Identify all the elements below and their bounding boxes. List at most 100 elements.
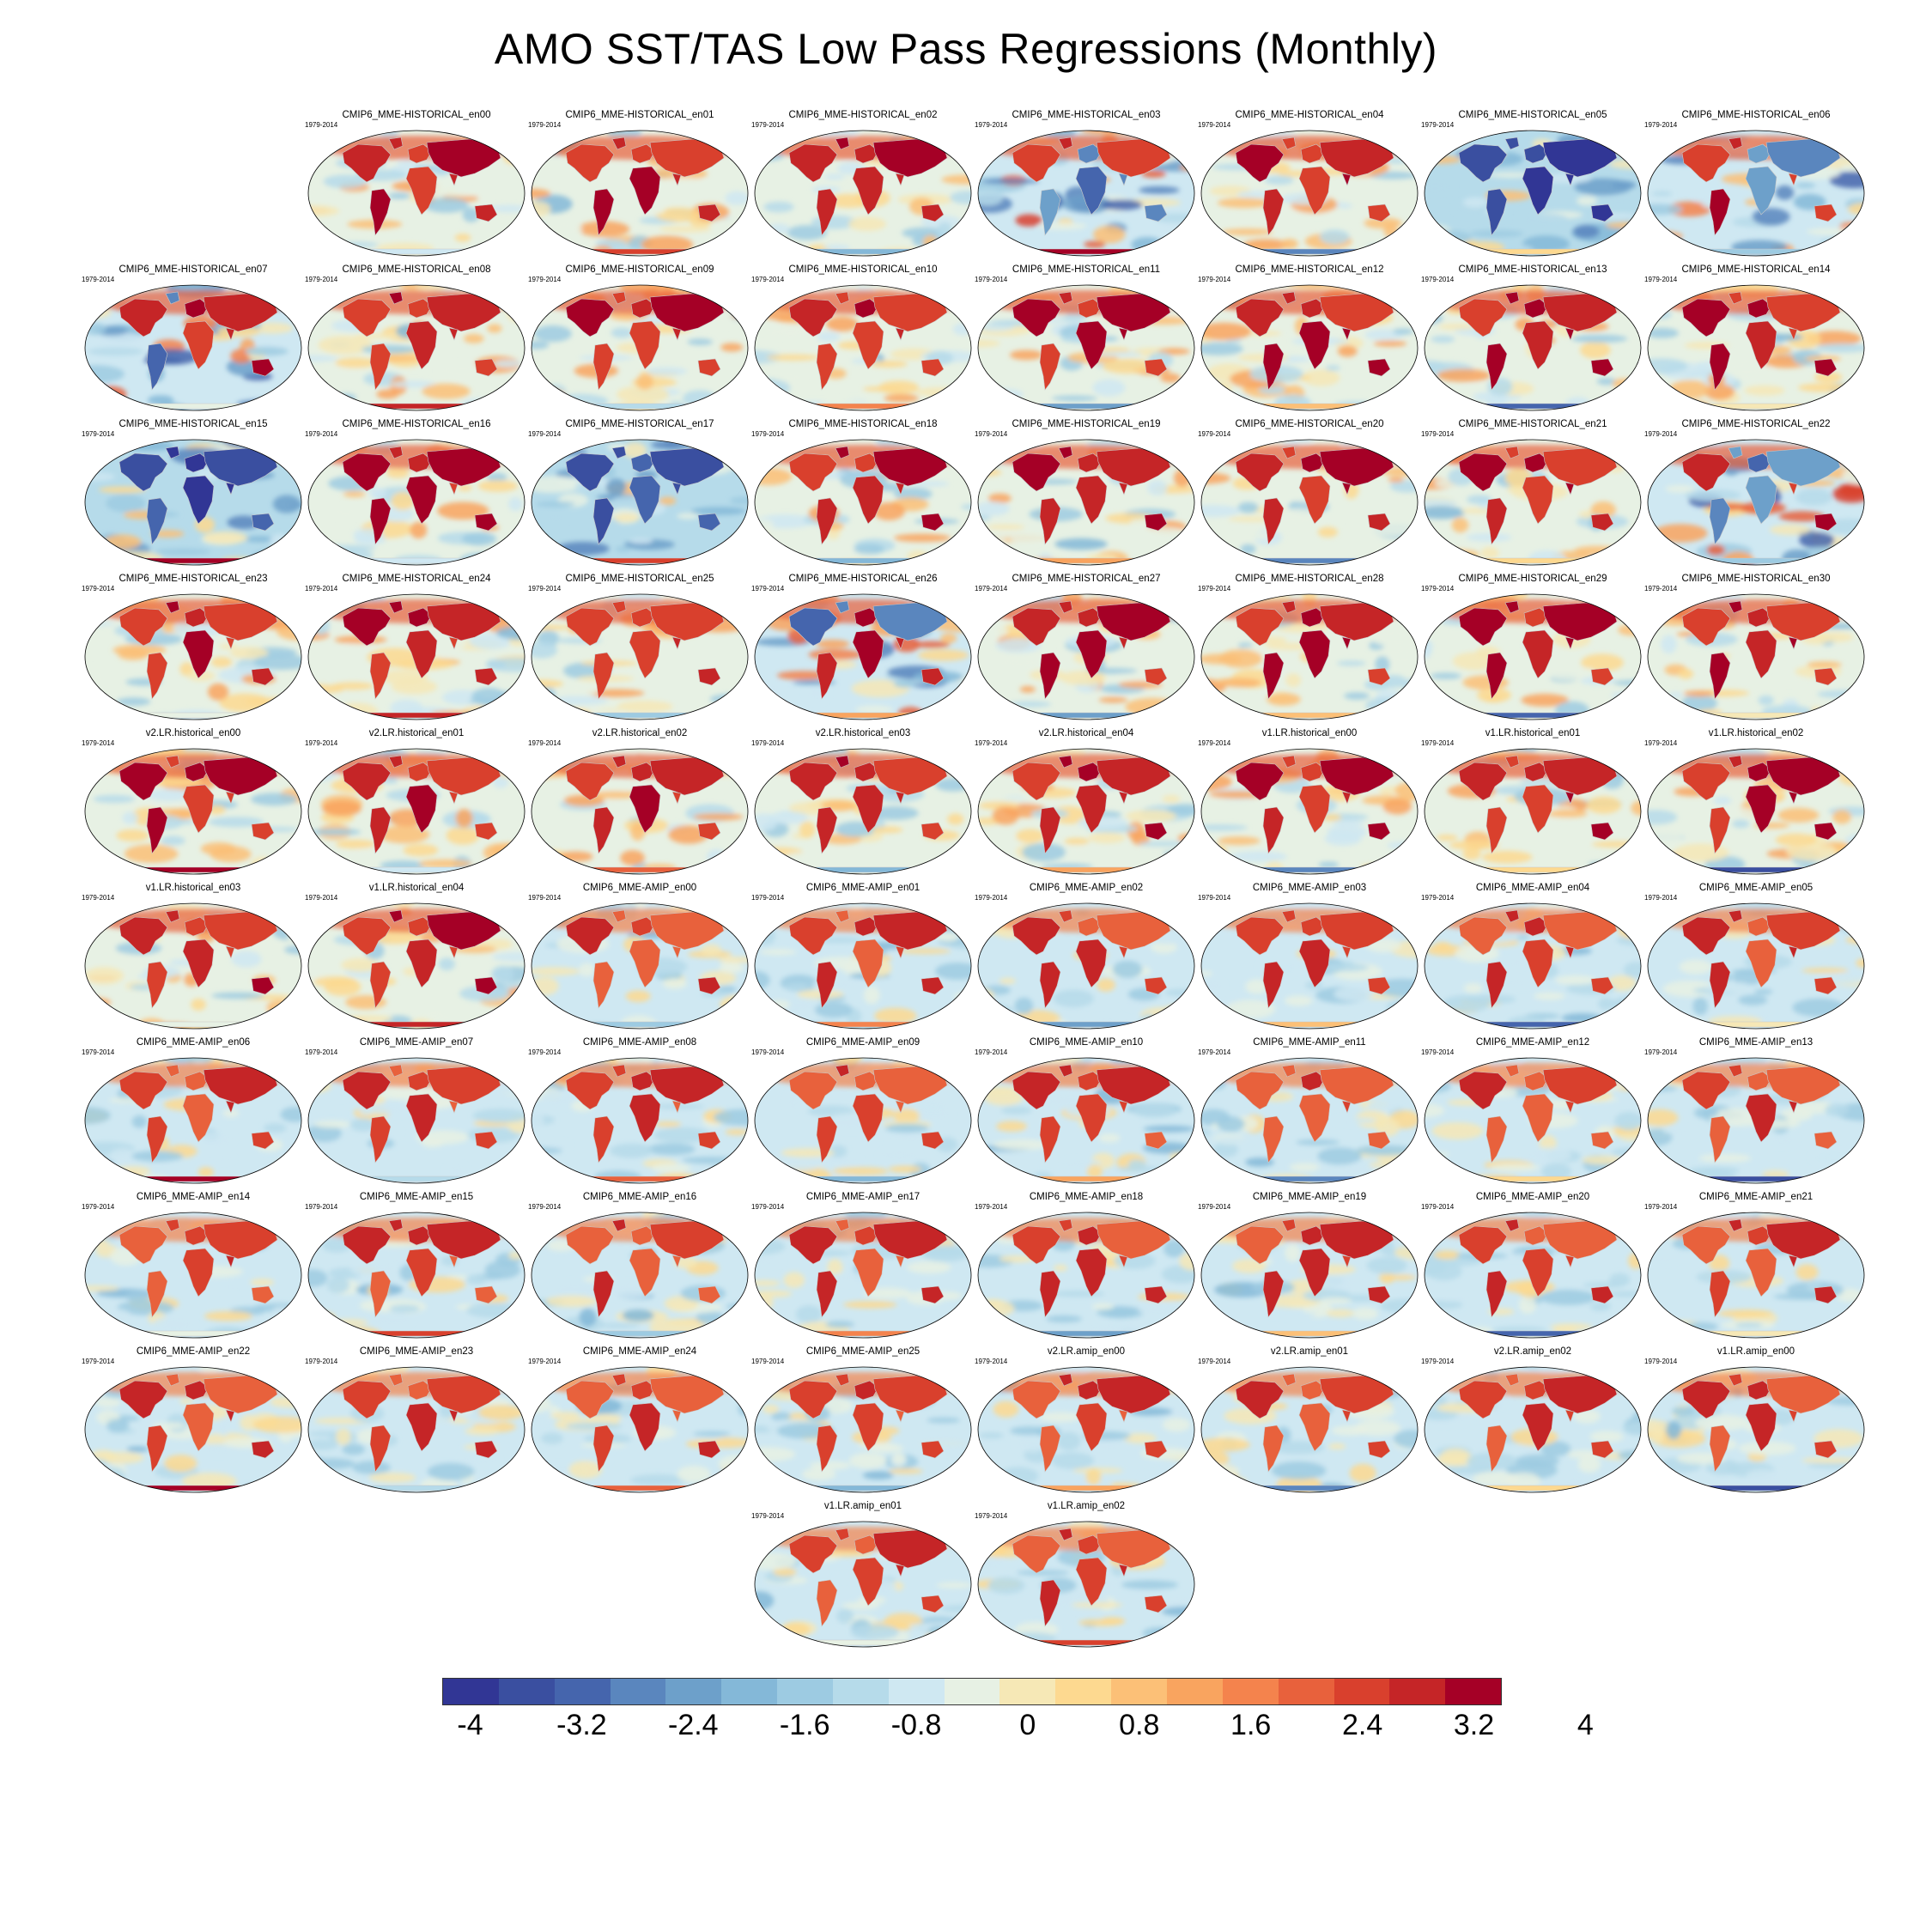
panel-period: 1979-2014 — [975, 276, 1008, 283]
regression-map — [84, 1057, 302, 1184]
panel-title: CMIP6_MME-HISTORICAL_en30 — [1681, 574, 1831, 584]
panel-title: v1.LR.historical_en04 — [368, 883, 465, 893]
panel-title: CMIP6_MME-AMIP_en23 — [359, 1346, 474, 1357]
panel-period: 1979-2014 — [305, 739, 338, 747]
panel-period: 1979-2014 — [751, 121, 785, 129]
map-panel: CMIP6_MME-AMIP_en04 1979-2014 — [1421, 883, 1644, 1034]
map-panel: CMIP6_MME-HISTORICAL_en11 1979-2014 — [975, 264, 1198, 416]
panel-period: 1979-2014 — [528, 585, 562, 592]
map-panel: CMIP6_MME-HISTORICAL_en26 1979-2014 — [751, 574, 975, 725]
regression-map — [307, 284, 526, 411]
panel-period: 1979-2014 — [975, 1512, 1008, 1520]
map-panel: CMIP6_MME-AMIP_en11 1979-2014 — [1198, 1037, 1421, 1188]
panel-period: 1979-2014 — [975, 430, 1008, 438]
panel-title: CMIP6_MME-HISTORICAL_en17 — [565, 419, 714, 429]
map-panel: CMIP6_MME-HISTORICAL_en23 1979-2014 — [82, 574, 305, 725]
colorbar-swatch — [1222, 1679, 1279, 1704]
panel-period: 1979-2014 — [305, 585, 338, 592]
colorbar-swatch — [1166, 1679, 1223, 1704]
regression-map — [1200, 439, 1419, 566]
panel-title: CMIP6_MME-AMIP_en04 — [1475, 883, 1590, 893]
panel-title: CMIP6_MME-AMIP_en20 — [1475, 1192, 1590, 1202]
panel-title: v2.LR.amip_en01 — [1270, 1346, 1349, 1357]
panel-title: CMIP6_MME-HISTORICAL_en01 — [565, 110, 714, 120]
panel-title: CMIP6_MME-HISTORICAL_en06 — [1681, 110, 1831, 120]
colorbar-swatch — [1389, 1679, 1446, 1704]
map-panel: v1.LR.amip_en01 1979-2014 — [751, 1501, 975, 1652]
regression-map — [531, 439, 749, 566]
regression-map — [977, 130, 1195, 257]
map-panel: CMIP6_MME-AMIP_en14 1979-2014 — [82, 1192, 305, 1343]
regression-map — [754, 593, 972, 720]
panel-period: 1979-2014 — [975, 739, 1008, 747]
map-panel: CMIP6_MME-AMIP_en25 1979-2014 — [751, 1346, 975, 1498]
colorbar-swatch — [610, 1679, 666, 1704]
panel-period: 1979-2014 — [751, 585, 785, 592]
panel-title: CMIP6_MME-HISTORICAL_en05 — [1458, 110, 1607, 120]
map-panel: CMIP6_MME-HISTORICAL_en02 1979-2014 — [751, 110, 975, 261]
regression-map — [531, 1212, 749, 1339]
map-panel: v1.LR.amip_en02 1979-2014 — [975, 1501, 1198, 1652]
panel-title: CMIP6_MME-HISTORICAL_en23 — [118, 574, 268, 584]
map-panel: CMIP6_MME-AMIP_en00 1979-2014 — [528, 883, 751, 1034]
panel-title: CMIP6_MME-HISTORICAL_en21 — [1458, 419, 1607, 429]
map-panel: CMIP6_MME-HISTORICAL_en15 1979-2014 — [82, 419, 305, 570]
regression-map — [1647, 284, 1865, 411]
map-panel: CMIP6_MME-HISTORICAL_en28 1979-2014 — [1198, 574, 1421, 725]
map-panel: CMIP6_MME-AMIP_en19 1979-2014 — [1198, 1192, 1421, 1343]
regression-map — [977, 593, 1195, 720]
regression-map — [977, 1212, 1195, 1339]
map-panel: v2.LR.amip_en02 1979-2014 — [1421, 1346, 1644, 1498]
regression-map — [754, 902, 972, 1030]
regression-map — [84, 439, 302, 566]
panel-title: CMIP6_MME-HISTORICAL_en04 — [1235, 110, 1384, 120]
panel-title: CMIP6_MME-HISTORICAL_en07 — [118, 264, 268, 275]
colorbar-swatch — [999, 1679, 1056, 1704]
panel-period: 1979-2014 — [82, 1358, 115, 1365]
panel-period: 1979-2014 — [1644, 585, 1678, 592]
map-panel: CMIP6_MME-HISTORICAL_en20 1979-2014 — [1198, 419, 1421, 570]
panel-period: 1979-2014 — [751, 1512, 785, 1520]
regression-map — [1200, 1057, 1419, 1184]
map-panel: CMIP6_MME-AMIP_en15 1979-2014 — [305, 1192, 528, 1343]
panel-period: 1979-2014 — [82, 1048, 115, 1056]
panel-title: CMIP6_MME-HISTORICAL_en10 — [788, 264, 938, 275]
panel-period: 1979-2014 — [528, 121, 562, 129]
panel-period: 1979-2014 — [1644, 430, 1678, 438]
map-panel: CMIP6_MME-HISTORICAL_en22 1979-2014 — [1644, 419, 1868, 570]
map-panel: CMIP6_MME-AMIP_en16 1979-2014 — [528, 1192, 751, 1343]
colorbar-swatch — [498, 1679, 555, 1704]
panel-period: 1979-2014 — [1644, 739, 1678, 747]
panel-title: v2.LR.amip_en02 — [1493, 1346, 1572, 1357]
colorbar-tick-label: -2.4 — [668, 1709, 719, 1741]
regression-map — [754, 130, 972, 257]
panel-title: CMIP6_MME-HISTORICAL_en27 — [1012, 574, 1161, 584]
panel-period: 1979-2014 — [1421, 1048, 1455, 1056]
panel-period: 1979-2014 — [1421, 585, 1455, 592]
colorbar-swatch — [944, 1679, 1000, 1704]
regression-map — [977, 1521, 1195, 1648]
regression-map — [531, 284, 749, 411]
regression-map — [307, 1366, 526, 1493]
colorbar-swatch — [1334, 1679, 1390, 1704]
regression-map — [1647, 902, 1865, 1030]
regression-map — [84, 593, 302, 720]
panel-period: 1979-2014 — [1198, 276, 1231, 283]
regression-map — [531, 902, 749, 1030]
map-panel: v1.LR.historical_en00 1979-2014 — [1198, 728, 1421, 879]
panel-period: 1979-2014 — [82, 276, 115, 283]
panel-title: v1.LR.historical_en02 — [1708, 728, 1804, 738]
panel-period: 1979-2014 — [305, 1048, 338, 1056]
panel-title: CMIP6_MME-HISTORICAL_en13 — [1458, 264, 1607, 275]
colorbar-swatch — [1055, 1679, 1112, 1704]
colorbar-swatch — [1111, 1679, 1167, 1704]
panel-title: CMIP6_MME-AMIP_en06 — [136, 1037, 251, 1048]
colorbar-swatch — [721, 1679, 778, 1704]
regression-map — [1200, 1212, 1419, 1339]
panel-period: 1979-2014 — [1198, 894, 1231, 902]
panel-period: 1979-2014 — [751, 1203, 785, 1211]
regression-map — [754, 1521, 972, 1648]
regression-map — [84, 284, 302, 411]
map-panel: v1.LR.historical_en01 1979-2014 — [1421, 728, 1644, 879]
panel-period: 1979-2014 — [1198, 1048, 1231, 1056]
